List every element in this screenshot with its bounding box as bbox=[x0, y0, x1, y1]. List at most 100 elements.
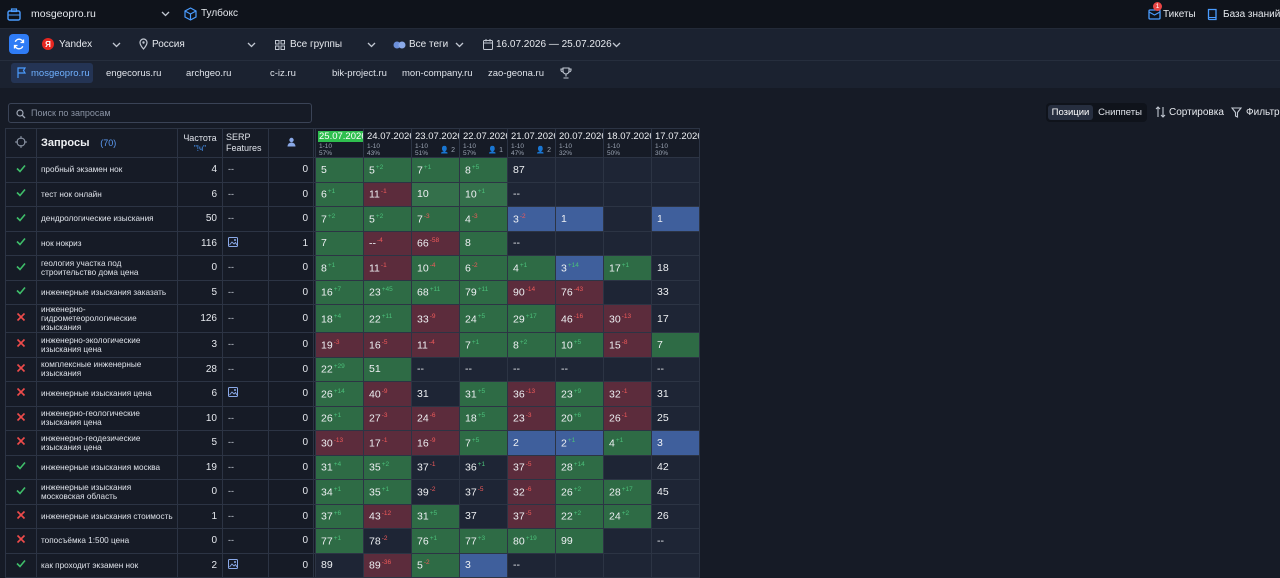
position-cell[interactable]: 37-5 bbox=[507, 454, 556, 480]
position-cell[interactable]: 18+4 bbox=[315, 304, 364, 333]
position-cell[interactable]: 8+2 bbox=[507, 332, 556, 358]
position-cell[interactable]: 36+1 bbox=[459, 454, 508, 480]
knowledge-base-link[interactable]: База знаний bbox=[1223, 9, 1280, 20]
position-cell[interactable]: 4+1 bbox=[507, 255, 556, 281]
chevron-down-icon[interactable] bbox=[111, 40, 121, 50]
position-cell[interactable]: -- bbox=[459, 356, 508, 382]
serp-header[interactable]: SERP Features bbox=[222, 128, 269, 158]
position-cell[interactable]: 99 bbox=[555, 528, 604, 554]
status-cell[interactable] bbox=[5, 479, 37, 505]
position-cell[interactable]: 37-5 bbox=[459, 479, 508, 505]
position-cell[interactable]: 29+17 bbox=[507, 304, 556, 333]
book-icon[interactable] bbox=[1206, 7, 1219, 21]
position-cell[interactable]: 2+1 bbox=[555, 430, 604, 456]
query-cell[interactable]: геология участка под строительство дома … bbox=[36, 255, 178, 281]
query-cell[interactable]: инженерные изыскания московская область bbox=[36, 479, 178, 505]
position-cell[interactable]: 31+5 bbox=[459, 381, 508, 407]
position-cell[interactable]: 6-2 bbox=[459, 255, 508, 281]
table-row[interactable]: как проходит экзамен нок 2 0 89 89-36 5-2 3 -- bbox=[5, 552, 700, 578]
position-cell[interactable] bbox=[603, 157, 652, 183]
position-cell[interactable] bbox=[651, 157, 700, 183]
date-column-header[interactable]: 25.07.2026 1-10 57% bbox=[315, 128, 364, 158]
site-tab[interactable]: archgeo.ru bbox=[186, 68, 232, 79]
position-cell[interactable]: 5+2 bbox=[363, 157, 412, 183]
position-cell[interactable]: 30-13 bbox=[315, 430, 364, 456]
position-cell[interactable]: 4-3 bbox=[459, 206, 508, 232]
chevron-down-icon[interactable] bbox=[611, 40, 621, 50]
position-cell[interactable] bbox=[603, 356, 652, 382]
table-row[interactable]: пробный экзамен нок 4 -- 0 5 5+2 7+1 8+5 87 bbox=[5, 157, 700, 183]
position-cell[interactable]: -- bbox=[651, 356, 700, 382]
position-cell[interactable]: 11-4 bbox=[411, 332, 460, 358]
position-cell[interactable]: 20+6 bbox=[555, 405, 604, 431]
position-cell[interactable]: 1 bbox=[651, 206, 700, 232]
position-cell[interactable]: 7+1 bbox=[411, 157, 460, 183]
status-cell[interactable] bbox=[5, 430, 37, 456]
status-cell[interactable] bbox=[5, 454, 37, 480]
position-cell[interactable]: 7+5 bbox=[459, 430, 508, 456]
position-cell[interactable]: 17+1 bbox=[603, 255, 652, 281]
table-row[interactable]: инженерно-гидрометеорологические изыскан… bbox=[5, 304, 700, 333]
position-cell[interactable]: 51 bbox=[363, 356, 412, 382]
position-cell[interactable]: 3 bbox=[651, 430, 700, 456]
date-column-header[interactable]: 22.07.2026 1-10 57% 👤 1 bbox=[459, 128, 508, 158]
status-cell[interactable] bbox=[5, 381, 37, 407]
status-cell[interactable] bbox=[5, 528, 37, 554]
users-header[interactable] bbox=[268, 128, 314, 158]
position-cell[interactable]: 43-12 bbox=[363, 503, 412, 529]
position-cell[interactable]: 2 bbox=[507, 430, 556, 456]
position-cell[interactable]: -- bbox=[555, 356, 604, 382]
position-cell[interactable]: 7 bbox=[651, 332, 700, 358]
tab-positions[interactable]: Позиции bbox=[1048, 105, 1093, 120]
date-column-header[interactable]: 21.07.2026 1-10 47% 👤 2 bbox=[507, 128, 556, 158]
position-cell[interactable]: 35+2 bbox=[363, 454, 412, 480]
tab-snippets[interactable]: Сниппеты bbox=[1098, 107, 1142, 118]
date-column-header[interactable]: 24.07.2026 1-10 43% bbox=[363, 128, 412, 158]
position-cell[interactable]: 1 bbox=[555, 206, 604, 232]
position-cell[interactable]: 76+1 bbox=[411, 528, 460, 554]
position-cell[interactable]: 45 bbox=[651, 479, 700, 505]
search-engine-selector[interactable]: Yandex bbox=[59, 39, 93, 50]
query-cell[interactable]: топосъёмка 1:500 цена bbox=[36, 528, 178, 554]
position-cell[interactable]: 16-9 bbox=[411, 430, 460, 456]
position-cell[interactable]: 18 bbox=[651, 255, 700, 281]
site-tab-active[interactable] bbox=[11, 63, 93, 83]
position-cell[interactable]: 30-13 bbox=[603, 304, 652, 333]
table-row[interactable]: комплексные инженерные изыскания 28 -- 0 22+… bbox=[5, 356, 700, 382]
position-cell[interactable] bbox=[651, 230, 700, 256]
date-range-selector[interactable]: 16.07.2026 — 25.07.2026 bbox=[496, 39, 612, 50]
query-cell[interactable]: нок нокриз bbox=[36, 230, 178, 256]
position-cell[interactable]: 3 bbox=[459, 552, 508, 578]
site-tab[interactable]: mosgeopro.ru bbox=[31, 68, 90, 79]
status-cell[interactable] bbox=[5, 255, 37, 281]
project-selector[interactable]: mosgeopro.ru bbox=[31, 8, 96, 20]
status-cell[interactable] bbox=[5, 181, 37, 207]
position-cell[interactable]: 23+45 bbox=[363, 279, 412, 305]
position-cell[interactable]: 76-43 bbox=[555, 279, 604, 305]
position-cell[interactable]: 3+14 bbox=[555, 255, 604, 281]
position-cell[interactable]: 33-9 bbox=[411, 304, 460, 333]
filter-icon[interactable] bbox=[1230, 106, 1242, 118]
position-cell[interactable]: 32-6 bbox=[507, 479, 556, 505]
query-cell[interactable]: как проходит экзамен нок bbox=[36, 552, 178, 578]
groups-selector[interactable]: Все группы bbox=[290, 39, 343, 50]
position-cell[interactable]: -- bbox=[411, 356, 460, 382]
tickets-link[interactable]: Тикеты bbox=[1163, 9, 1196, 20]
site-tab[interactable]: bik-project.ru bbox=[332, 68, 387, 79]
position-cell[interactable]: 24-6 bbox=[411, 405, 460, 431]
position-cell[interactable]: -- bbox=[507, 552, 556, 578]
position-cell[interactable] bbox=[555, 157, 604, 183]
position-cell[interactable]: 19-3 bbox=[315, 332, 364, 358]
table-row[interactable]: инженерные изыскания заказать 5 -- 0 16+7 23+… bbox=[5, 279, 700, 305]
position-cell[interactable]: 31 bbox=[411, 381, 460, 407]
date-column-header[interactable]: 23.07.2026 1-10 51% 👤 2 bbox=[411, 128, 460, 158]
position-cell[interactable]: 18+5 bbox=[459, 405, 508, 431]
position-cell[interactable]: 5 bbox=[315, 157, 364, 183]
position-cell[interactable]: 28+17 bbox=[603, 479, 652, 505]
site-tab[interactable]: zao-geona.ru bbox=[488, 68, 544, 79]
query-cell[interactable]: инженерно-геодезические изыскания цена bbox=[36, 430, 178, 456]
position-cell[interactable]: 7+1 bbox=[459, 332, 508, 358]
position-cell[interactable]: 8+5 bbox=[459, 157, 508, 183]
position-cell[interactable]: 17 bbox=[651, 304, 700, 333]
date-column-header[interactable]: 20.07.2026 1-10 32% bbox=[555, 128, 604, 158]
